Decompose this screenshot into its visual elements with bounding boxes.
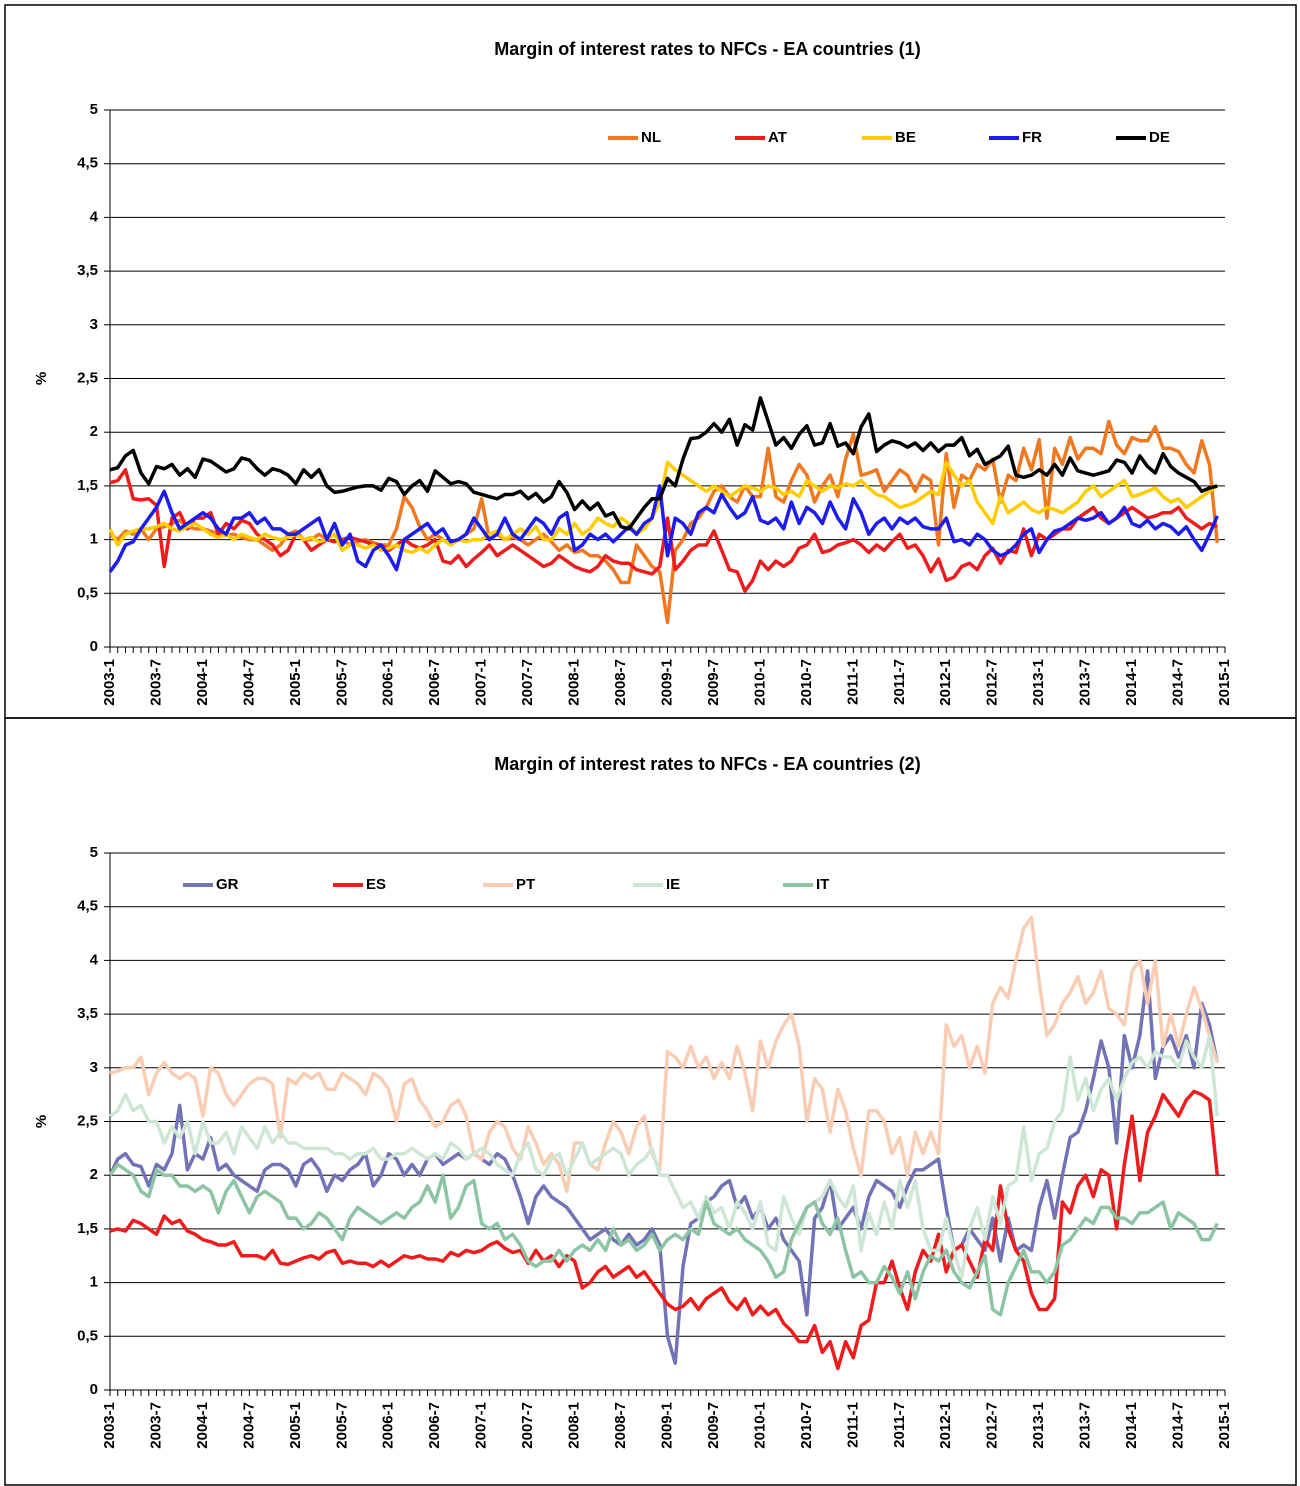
- x-tick-label: 2003-7: [147, 659, 164, 706]
- x-tick-label: 2004-1: [194, 659, 211, 706]
- x-tick-label: 2003-1: [101, 1402, 118, 1449]
- legend-label: DE: [1149, 129, 1170, 146]
- series-line: [109, 468, 1218, 593]
- y-tick-label: 2,5: [77, 369, 98, 386]
- x-tick-label: 2010-1: [751, 659, 768, 706]
- x-tick-label: 2007-7: [519, 659, 536, 706]
- x-tick-label: 2011-7: [891, 659, 908, 705]
- y-tick-label: 3,5: [77, 1005, 98, 1022]
- legend-label: AT: [768, 129, 787, 146]
- x-tick-label: 2004-1: [194, 1402, 211, 1449]
- x-tick-label: 2005-1: [287, 1402, 304, 1449]
- panel-frame: [4, 717, 1297, 1486]
- y-tick-label: 3: [90, 1059, 98, 1076]
- chart-title: Margin of interest rates to NFCs - EA co…: [494, 39, 920, 59]
- x-tick-label: 2005-1: [287, 659, 304, 706]
- legend-label: PT: [516, 876, 535, 893]
- x-tick-label: 2015-1: [1216, 659, 1233, 706]
- y-tick-label: 0,5: [77, 584, 98, 601]
- series-line: [109, 1033, 1220, 1279]
- y-axis-label: %: [33, 1115, 50, 1128]
- x-tick-label: 2009-7: [705, 659, 722, 706]
- chart-title: Margin of interest rates to NFCs - EA co…: [494, 754, 920, 774]
- x-tick-label: 2012-1: [937, 659, 954, 706]
- y-tick-label: 1,5: [77, 1220, 98, 1237]
- y-tick-label: 3: [90, 316, 98, 333]
- x-tick-label: 2008-7: [612, 659, 629, 706]
- x-tick-label: 2004-7: [240, 659, 257, 706]
- x-tick-label: 2008-1: [566, 1402, 583, 1449]
- series-line: [108, 484, 1219, 573]
- x-tick-label: 2009-7: [705, 1402, 722, 1449]
- x-tick-label: 2014-1: [1123, 1402, 1140, 1449]
- x-tick-label: 2012-7: [984, 1402, 1001, 1449]
- y-tick-label: 2: [90, 1166, 98, 1183]
- y-tick-label: 1: [90, 531, 98, 548]
- legend-label: GR: [216, 876, 239, 893]
- x-tick-label: 2013-1: [1030, 1402, 1047, 1449]
- y-tick-label: 4: [90, 951, 99, 968]
- x-tick-label: 2006-1: [380, 1402, 397, 1449]
- y-tick-label: 1,5: [77, 477, 98, 494]
- x-tick-label: 2004-7: [240, 1402, 257, 1449]
- legend-label: IT: [816, 876, 829, 893]
- x-tick-label: 2015-1: [1216, 1402, 1233, 1449]
- x-tick-label: 2013-7: [1077, 1402, 1094, 1449]
- x-tick-label: 2007-1: [473, 1402, 490, 1449]
- panel-frame: [4, 4, 1297, 719]
- y-tick-label: 2: [90, 423, 98, 440]
- x-tick-label: 2014-7: [1170, 659, 1187, 706]
- series-line: [109, 419, 1220, 625]
- y-tick-label: 2,5: [77, 1112, 98, 1129]
- x-tick-label: 2014-1: [1123, 659, 1140, 706]
- y-tick-label: 1: [90, 1274, 98, 1291]
- x-tick-label: 2010-7: [798, 659, 815, 706]
- x-tick-label: 2009-1: [658, 1402, 675, 1449]
- x-tick-label: 2011-1: [844, 659, 861, 705]
- y-tick-label: 0: [90, 638, 98, 655]
- x-tick-label: 2012-1: [937, 1402, 954, 1449]
- x-tick-label: 2006-7: [426, 1402, 443, 1449]
- x-tick-label: 2010-7: [798, 1402, 815, 1449]
- y-tick-label: 4: [90, 208, 99, 225]
- x-tick-label: 2007-7: [519, 1402, 536, 1449]
- legend-label: NL: [641, 129, 661, 146]
- y-tick-label: 0,5: [77, 1327, 98, 1344]
- x-tick-label: 2010-1: [751, 1402, 768, 1449]
- series-line: [108, 969, 1219, 1365]
- x-tick-label: 2011-1: [844, 1402, 861, 1448]
- x-tick-label: 2003-1: [101, 659, 118, 706]
- y-tick-label: 5: [90, 844, 98, 861]
- x-tick-label: 2013-7: [1077, 659, 1094, 706]
- x-tick-label: 2012-7: [984, 659, 1001, 706]
- series-line: [109, 1089, 1220, 1371]
- x-tick-label: 2009-1: [658, 659, 675, 706]
- legend-label: ES: [366, 876, 386, 893]
- series-line: [108, 1162, 1219, 1317]
- x-tick-label: 2006-1: [380, 659, 397, 706]
- x-tick-label: 2007-1: [473, 659, 490, 706]
- series-line: [109, 396, 1218, 531]
- x-tick-label: 2008-7: [612, 1402, 629, 1449]
- y-axis-label: %: [33, 372, 50, 385]
- series-line: [109, 915, 1219, 1194]
- y-tick-label: 4,5: [77, 155, 98, 172]
- x-tick-label: 2011-7: [891, 1402, 908, 1448]
- legend-label: FR: [1022, 129, 1042, 146]
- legend-label: IE: [666, 876, 680, 893]
- x-tick-label: 2005-7: [333, 659, 350, 706]
- legend-label: BE: [895, 129, 916, 146]
- x-tick-label: 2006-7: [426, 659, 443, 706]
- y-tick-label: 3,5: [77, 262, 98, 279]
- x-tick-label: 2008-1: [566, 659, 583, 706]
- x-tick-label: 2003-7: [147, 1402, 164, 1449]
- y-tick-label: 4,5: [77, 898, 98, 915]
- x-tick-label: 2005-7: [333, 1402, 350, 1449]
- y-tick-label: 5: [90, 101, 98, 118]
- x-tick-label: 2014-7: [1170, 1402, 1187, 1449]
- x-tick-label: 2013-1: [1030, 659, 1047, 706]
- y-tick-label: 0: [90, 1381, 98, 1398]
